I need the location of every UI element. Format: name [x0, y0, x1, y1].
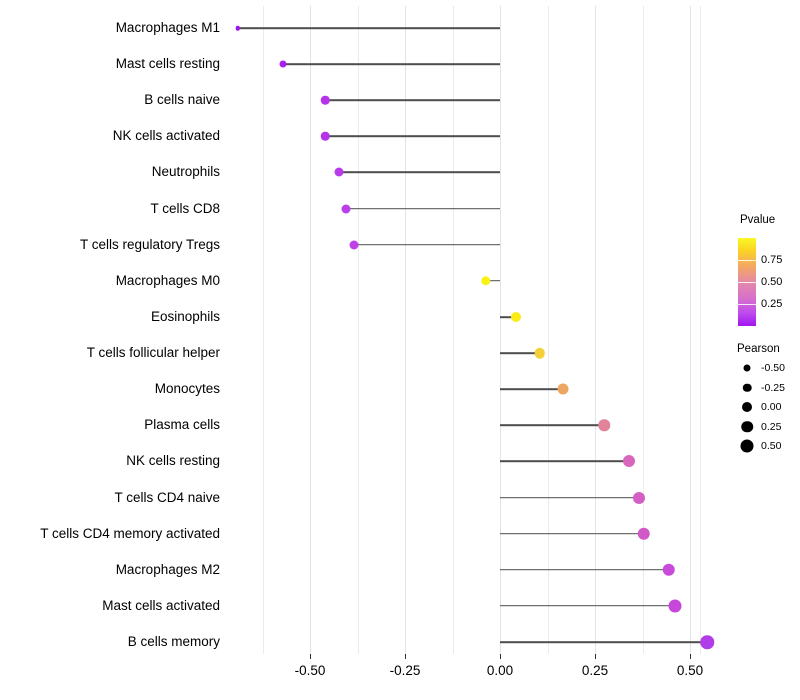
y-axis-tick-label: T cells regulatory Tregs: [79, 236, 220, 252]
y-axis-tick-label: B cells naive: [144, 92, 220, 108]
size-legend-dot: [741, 420, 753, 433]
lollipop-point[interactable]: [511, 311, 522, 322]
size-legend-label: 0.25: [761, 420, 782, 433]
size-legend-label: -0.25: [761, 381, 785, 394]
lollipop-stem: [283, 63, 500, 65]
gridline-major: [595, 6, 596, 654]
lollipop-point[interactable]: [598, 419, 610, 432]
gridline-major: [500, 6, 501, 654]
color-legend-title: Pvalue: [740, 214, 776, 226]
size-legend-label: 0.50: [761, 440, 782, 452]
size-legend-dot: [740, 439, 754, 453]
lollipop-point[interactable]: [320, 95, 330, 105]
lollipop-stem: [500, 460, 630, 463]
y-axis-tick-label: Plasma cells: [144, 417, 220, 433]
lollipop-point[interactable]: [320, 132, 330, 141]
size-legend-dot: [742, 402, 752, 412]
lollipop-stem: [500, 568, 669, 571]
colorbar-tick-label: 0.75: [761, 254, 783, 266]
lollipop-point[interactable]: [279, 60, 287, 68]
lollipop-point[interactable]: [668, 599, 682, 613]
y-axis-tick-label: T cells CD8: [150, 200, 220, 216]
gridline-minor: [642, 6, 644, 654]
gridline-minor: [699, 6, 701, 654]
lollipop-point[interactable]: [557, 383, 569, 395]
lollipop-stem: [500, 641, 708, 643]
lollipop-point[interactable]: [334, 167, 343, 177]
x-axis-tick-label: 0.50: [676, 663, 704, 678]
plot-panel: [228, 6, 728, 654]
gridline-major: [405, 6, 406, 654]
lollipop-point[interactable]: [235, 25, 241, 31]
size-legend-dot: [743, 364, 751, 372]
colorbar-tick-mark: [738, 260, 756, 261]
lollipop-stem: [500, 388, 564, 390]
lollipop-stem: [500, 532, 644, 535]
x-axis-tick-mark: [405, 654, 406, 659]
lollipop-point[interactable]: [534, 347, 546, 359]
lollipop-stem: [500, 316, 517, 318]
y-axis-tick-label: T cells follicular helper: [86, 345, 220, 361]
x-axis-tick-mark: [595, 654, 596, 659]
y-axis-tick-label: Neutrophils: [151, 164, 220, 180]
lollipop-stem: [485, 280, 500, 282]
size-legend-dot: [742, 383, 752, 392]
y-axis-tick-label: T cells CD4 memory activated: [40, 525, 220, 541]
lollipop-point[interactable]: [349, 240, 359, 250]
gridline-minor: [357, 6, 359, 654]
x-axis-tick-label: 0.25: [581, 663, 609, 678]
lollipop-point[interactable]: [700, 635, 714, 649]
lollipop-point[interactable]: [481, 276, 491, 286]
gridline-minor: [452, 6, 454, 654]
x-axis-tick-label: 0.00: [486, 663, 514, 678]
y-axis-labels: Macrophages M1 Mast cells resting B cells …: [0, 0, 228, 700]
lollipop-stem: [500, 605, 675, 607]
legend: Pvalue 0.75 0.50 0.25 Pearson -0.50 -0.25 0.…: [734, 210, 800, 470]
lollipop-point[interactable]: [637, 527, 650, 540]
size-legend-title: Pearson: [737, 343, 780, 355]
gridline-major: [310, 6, 311, 654]
y-axis-tick-label: Mast cells resting: [115, 56, 220, 72]
lollipop-point[interactable]: [662, 563, 675, 576]
lollipop-stem: [500, 352, 540, 354]
lollipop-stem: [500, 496, 640, 499]
lollipop-stem: [500, 424, 605, 427]
x-axis-tick-label: -0.25: [389, 663, 421, 678]
lollipop-stem: [325, 99, 500, 102]
y-axis-tick-label: Eosinophils: [150, 308, 220, 324]
y-axis-tick-label: Mast cells activated: [102, 597, 220, 613]
y-axis-tick-label: Monocytes: [154, 381, 220, 397]
y-axis-tick-label: B cells memory: [127, 634, 220, 649]
size-legend-label: -0.50: [761, 362, 785, 374]
x-axis: -0.50 -0.25 0.00 0.25 0.50: [228, 654, 728, 700]
y-axis-tick-label: Macrophages M2: [115, 561, 220, 577]
lollipop-stem: [346, 207, 500, 210]
colorbar-tick-mark: [738, 282, 756, 283]
colorbar-tick-mark: [738, 304, 756, 305]
gridline-minor: [547, 6, 549, 654]
x-axis-tick-mark: [500, 654, 501, 659]
lollipop-stem: [237, 27, 500, 29]
x-axis-tick-label: -0.50: [294, 663, 326, 678]
y-axis-tick-label: Macrophages M1: [115, 20, 220, 35]
colorbar-tick-label: 0.50: [761, 276, 783, 288]
lollipop-stem: [338, 171, 500, 174]
lollipop-stem: [325, 135, 500, 138]
lollipop-point[interactable]: [341, 204, 351, 214]
y-axis-tick-label: Macrophages M0: [115, 272, 220, 288]
lollipop-point[interactable]: [623, 455, 636, 468]
gridline-minor: [262, 6, 264, 654]
size-legend-label: 0.00: [761, 401, 782, 413]
x-axis-tick-mark: [690, 654, 691, 659]
y-axis-tick-label: NK cells resting: [126, 453, 220, 469]
lollipop-point[interactable]: [633, 491, 646, 504]
lollipop-stem: [354, 243, 500, 246]
y-axis-tick-label: T cells CD4 naive: [114, 489, 220, 505]
x-axis-tick-mark: [310, 654, 311, 659]
y-axis-tick-label: NK cells activated: [112, 128, 220, 144]
colorbar-tick-label: 0.25: [761, 298, 783, 310]
gridline-major: [690, 6, 691, 654]
